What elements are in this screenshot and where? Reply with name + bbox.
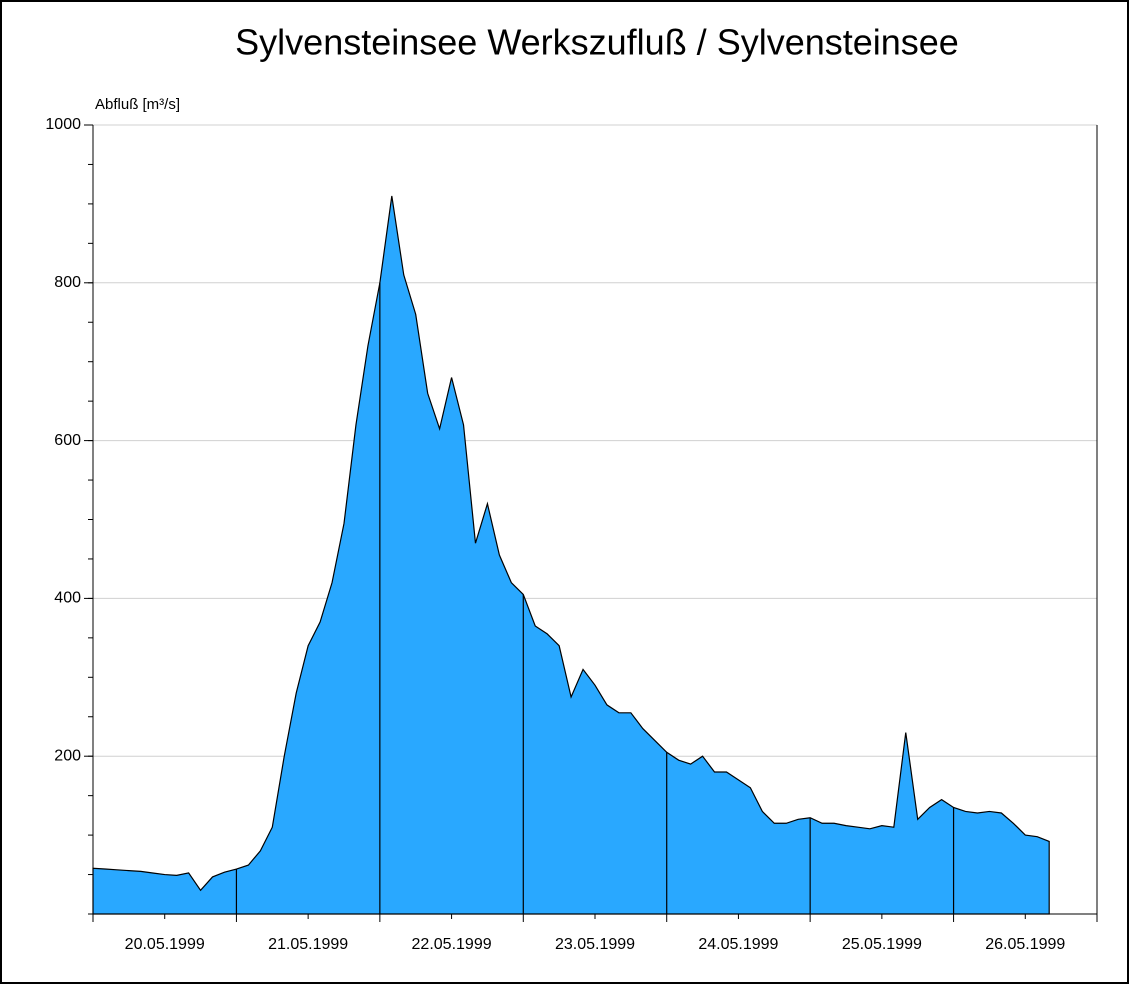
x-tick-label: 23.05.1999: [555, 936, 635, 953]
x-tick-label: 25.05.1999: [842, 936, 922, 953]
y-axis-label: Abfluß [m³/s]: [95, 96, 180, 113]
x-tick-label: 22.05.1999: [412, 936, 492, 953]
y-tick-label: 800: [54, 274, 81, 291]
x-tick-label: 26.05.1999: [985, 936, 1065, 953]
x-tick-label: 24.05.1999: [698, 936, 778, 953]
chart-title: Sylvensteinsee Werkszufluß / Sylvenstein…: [235, 22, 959, 63]
area: [92, 195, 1050, 915]
y-tick-label: 1000: [45, 116, 81, 133]
y-tick-label: 200: [54, 747, 81, 764]
y-tick-label: 400: [54, 590, 81, 607]
y-tick-label: 600: [54, 432, 81, 449]
x-tick-label: 21.05.1999: [268, 936, 348, 953]
x-tick-label: 20.05.1999: [125, 936, 205, 953]
